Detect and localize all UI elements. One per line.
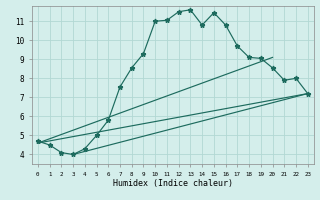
X-axis label: Humidex (Indice chaleur): Humidex (Indice chaleur) (113, 179, 233, 188)
